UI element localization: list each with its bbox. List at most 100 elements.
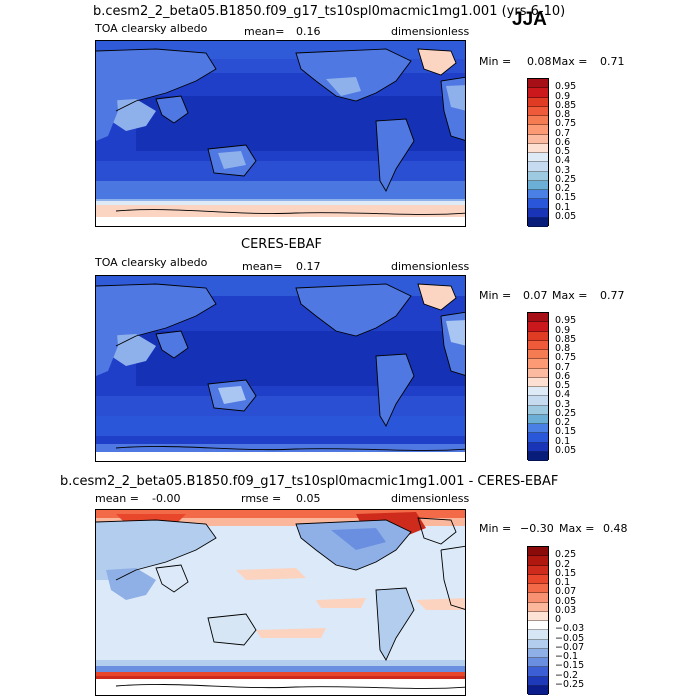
panel3-colorbar-tick-label: 0.15 [555, 567, 577, 579]
panel2-colorbar-tick-label: 0.6 [555, 370, 571, 382]
panel1-case-title: b.cesm2_2_beta05.B1850.f09_g17_ts10spl0m… [93, 4, 566, 19]
panel3-colorbar-tick-label: 0.03 [555, 604, 577, 616]
panel2-map [95, 275, 466, 462]
panel2-colorbar-tick-label: 0.7 [555, 361, 571, 373]
panel3-colorbar-cell [528, 667, 548, 677]
panel2-colorbar-tick-label: 0.3 [555, 398, 571, 410]
panel2-colorbar-cell [528, 451, 548, 461]
panel3-units: dimensionless [391, 492, 470, 505]
panel2-colorbar-cell [528, 368, 548, 378]
panel1-colorbar-cell [528, 106, 548, 116]
panel2-colorbar-tick-label: 0.9 [555, 324, 571, 336]
panel3-max-value: 0.48 [603, 522, 628, 535]
panel1-colorbar-cell [528, 171, 548, 181]
panel2-colorbar-tick-label: 0.95 [555, 315, 577, 327]
panel3-colorbar-tick-label: −0.03 [555, 623, 585, 635]
panel1-colorbar-tick-label: 0.6 [555, 136, 571, 148]
panel3-colorbar-cell [528, 648, 548, 658]
panel2-colorbar-cell [528, 442, 548, 452]
panel3-colorbar-tick-label: −0.1 [555, 651, 579, 662]
panel1-colorbar-cell [528, 97, 548, 107]
panel3-colorbar-cell [528, 658, 548, 668]
panel3-colorbar-cell [528, 621, 548, 631]
panel3-colorbar-tick-label: 0.2 [555, 558, 571, 570]
panel1-colorbar-tick-label: 0.1 [555, 201, 571, 213]
panel2-min-label: Min = [479, 289, 512, 302]
panel1-colorbar-tick-label: 0.3 [555, 164, 571, 176]
panel1-max-value: 0.71 [600, 55, 625, 68]
panel2-colorbar-tick-label: 0.25 [555, 407, 577, 419]
panel1-colorbar-tick-label: 0.4 [555, 155, 571, 167]
panel1-colorbar-cell [528, 180, 548, 190]
panel2-mean-value: 0.17 [296, 260, 321, 273]
panel3-rmse-value: 0.05 [296, 492, 321, 505]
panel2-colorbar-tick-label: 0.05 [555, 444, 577, 456]
panel3-colorbar-tick-label: 0.1 [555, 577, 571, 588]
panel1-mean-label: mean= [244, 25, 285, 38]
panel3-colorbar-tick-label: −0.05 [555, 632, 585, 644]
panel3-mean-label: mean = [95, 492, 139, 505]
panel3-colorbar-cell [528, 556, 548, 566]
panel1-colorbar-cell [528, 88, 548, 98]
panel3-colorbar-cell [528, 584, 548, 594]
panel2-colorbar-cell [528, 433, 548, 443]
panel3-colorbar-tick-label: −0.07 [555, 641, 585, 653]
panel2-variable-label: TOA clearsky albedo [95, 256, 208, 269]
panel2-colorbar-tick-label: 0.5 [555, 380, 571, 391]
panel2-colorbar [527, 312, 549, 461]
panel1-colorbar-cell [528, 143, 548, 153]
panel3-colorbar-cell [528, 565, 548, 575]
panel2-colorbar-cell [528, 340, 548, 350]
panel3-max-label: Max = [559, 522, 595, 535]
panel1-colorbar-tick-label: 0.7 [555, 127, 571, 139]
panel2-units: dimensionless [391, 260, 470, 273]
panel1-colorbar [527, 78, 549, 227]
panel3-colorbar-cell [528, 574, 548, 584]
panel2-max-value: 0.77 [600, 289, 625, 302]
panel2-case-title: CERES-EBAF [241, 237, 322, 252]
panel2-colorbar-cell [528, 387, 548, 397]
panel2-colorbar-tick-label: 0.75 [555, 352, 577, 364]
panel3-min-label: Min = [479, 522, 512, 535]
panel3-colorbar-tick-label: 0.05 [555, 595, 577, 607]
panel2-colorbar-cell [528, 396, 548, 406]
panel2-colorbar-cell [528, 405, 548, 415]
panel1-colorbar-tick-label: 0.8 [555, 109, 571, 120]
panel2-min-value: 0.07 [523, 289, 548, 302]
panel1-colorbar-tick-label: 0.5 [555, 146, 571, 157]
panel2-colorbar-tick-label: 0.15 [555, 426, 577, 438]
panel3-colorbar-cell [528, 611, 548, 621]
panel2-colorbar-cell [528, 414, 548, 424]
panel1-colorbar-tick-label: 0.25 [555, 173, 577, 185]
panel3-colorbar-cell [528, 685, 548, 695]
panel1-min-value: 0.08 [527, 55, 552, 68]
panel1-colorbar-tick-label: 0.75 [555, 118, 577, 130]
panel2-colorbar-cell [528, 331, 548, 341]
panel3-colorbar-cell [528, 639, 548, 649]
panel3-case-title: b.cesm2_2_beta05.B1850.f09_g17_ts10spl0m… [60, 474, 559, 489]
panel1-min-label: Min = [479, 55, 512, 68]
panel1-units: dimensionless [391, 25, 470, 38]
panel3-colorbar-tick-label: 0.07 [555, 586, 577, 598]
panel2-colorbar-cell [528, 359, 548, 369]
panel1-colorbar-tick-label: 0.05 [555, 210, 577, 222]
panel1-map [95, 40, 466, 227]
panel2-max-label: Max = [552, 289, 588, 302]
panel3-colorbar-tick-label: −0.2 [555, 669, 579, 681]
panel2-colorbar-tick-label: 0.85 [555, 333, 577, 345]
panel1-colorbar-cell [528, 153, 548, 163]
panel3-colorbar-tick-label: 0 [555, 614, 562, 625]
panel1-max-label: Max = [552, 55, 588, 68]
panel2-colorbar-tick-label: 0.2 [555, 417, 571, 428]
panel2-colorbar-cell [528, 322, 548, 332]
season-label: JJA [512, 9, 547, 30]
panel3-colorbar-tick-label: −0.15 [555, 660, 585, 672]
panel2-colorbar-cell [528, 313, 548, 323]
panel1-colorbar-cell [528, 162, 548, 172]
panel1-colorbar-tick-label: 0.85 [555, 99, 577, 111]
panel1-colorbar-cell [528, 208, 548, 218]
panel3-rmse-label: rmse = [241, 492, 282, 505]
panel1-colorbar-tick-label: 0.95 [555, 81, 577, 93]
panel3-mean-value: -0.00 [152, 492, 181, 505]
panel3-colorbar-cell [528, 593, 548, 603]
